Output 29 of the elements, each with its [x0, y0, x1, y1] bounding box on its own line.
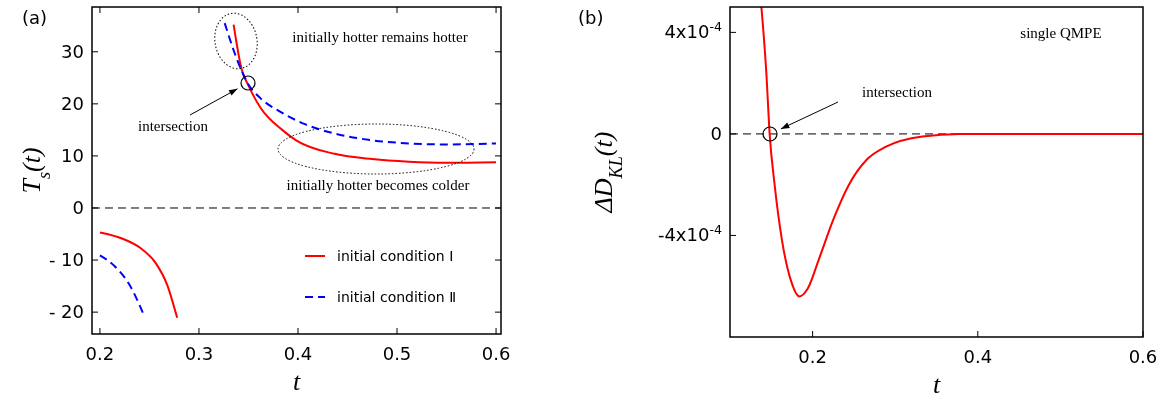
legend-label: initial condition Ⅱ: [337, 289, 457, 305]
y-tick-label: -4x10$^{-4}$: [657, 221, 722, 246]
chart-title: (a): [22, 7, 48, 28]
x-tick-label: 0.4: [963, 346, 993, 367]
legend-label: initial condition Ⅰ: [337, 248, 454, 264]
x-tick-label: 0.6: [481, 343, 511, 364]
annotation: initially hotter becomes colder: [286, 177, 470, 193]
annotation: single QMPE: [1020, 25, 1102, 41]
annotation: intersection: [138, 118, 209, 134]
y-tick-label: 30: [61, 40, 84, 62]
x-tick-label: 0.4: [283, 343, 313, 364]
y-tick-label: 0: [710, 122, 722, 144]
y-tick-label: 10: [61, 144, 84, 166]
chart-title: (b): [578, 7, 604, 28]
x-tick-label: 0.6: [1128, 346, 1158, 367]
line-series: [760, 7, 1143, 298]
x-tick-label: 0.2: [798, 346, 827, 367]
y-tick-label: - 20: [48, 301, 84, 323]
annotation: initially hotter remains hotter: [292, 29, 468, 45]
annotation: intersection: [862, 84, 933, 100]
x-axis-title: t: [292, 367, 301, 396]
y-tick-label: 0: [72, 196, 84, 218]
x-tick-label: 0.5: [382, 343, 412, 364]
x-axis-title: t: [932, 370, 941, 399]
y-tick-label: 20: [61, 92, 84, 114]
y-tick-label: - 10: [48, 249, 84, 271]
y-tick-label: 4x10$^{-4}$: [664, 18, 722, 43]
x-tick-label: 0.3: [184, 343, 214, 364]
x-tick-label: 0.2: [85, 343, 115, 364]
